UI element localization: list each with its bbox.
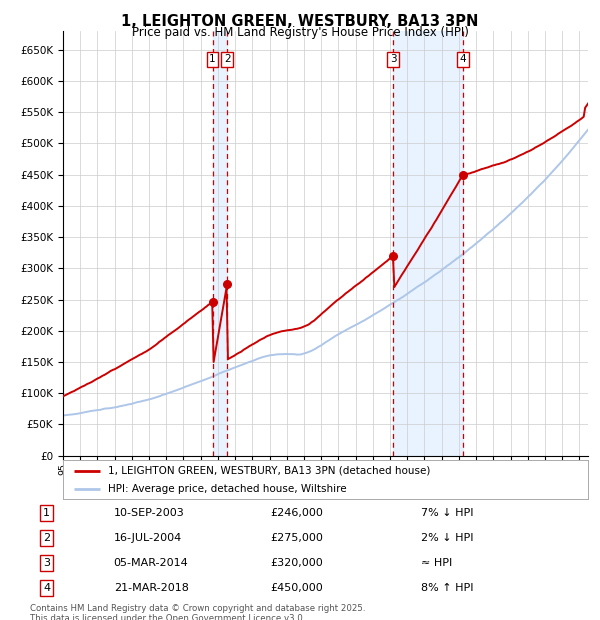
Text: 1: 1 — [43, 508, 50, 518]
Text: 4: 4 — [43, 583, 50, 593]
Text: 2% ↓ HPI: 2% ↓ HPI — [421, 533, 473, 543]
Text: 05-MAR-2014: 05-MAR-2014 — [114, 558, 188, 568]
Text: £450,000: £450,000 — [270, 583, 323, 593]
Text: 10-SEP-2003: 10-SEP-2003 — [114, 508, 184, 518]
Text: £246,000: £246,000 — [270, 508, 323, 518]
Text: 3: 3 — [390, 54, 397, 64]
Text: 1: 1 — [209, 54, 216, 64]
Text: Contains HM Land Registry data © Crown copyright and database right 2025.
This d: Contains HM Land Registry data © Crown c… — [30, 604, 365, 620]
Text: ≈ HPI: ≈ HPI — [421, 558, 452, 568]
Bar — [393, 31, 463, 456]
Text: 8% ↑ HPI: 8% ↑ HPI — [421, 583, 473, 593]
Text: Price paid vs. HM Land Registry's House Price Index (HPI): Price paid vs. HM Land Registry's House … — [131, 26, 469, 39]
Text: 1, LEIGHTON GREEN, WESTBURY, BA13 3PN (detached house): 1, LEIGHTON GREEN, WESTBURY, BA13 3PN (d… — [107, 466, 430, 476]
Text: 4: 4 — [460, 54, 466, 64]
Bar — [212, 31, 227, 456]
Text: 1, LEIGHTON GREEN, WESTBURY, BA13 3PN: 1, LEIGHTON GREEN, WESTBURY, BA13 3PN — [121, 14, 479, 29]
Text: 21-MAR-2018: 21-MAR-2018 — [114, 583, 188, 593]
Text: 3: 3 — [43, 558, 50, 568]
Text: HPI: Average price, detached house, Wiltshire: HPI: Average price, detached house, Wilt… — [107, 484, 346, 494]
Text: 7% ↓ HPI: 7% ↓ HPI — [421, 508, 473, 518]
Text: 16-JUL-2004: 16-JUL-2004 — [114, 533, 182, 543]
Text: £275,000: £275,000 — [270, 533, 323, 543]
Text: £320,000: £320,000 — [270, 558, 323, 568]
Text: 2: 2 — [224, 54, 230, 64]
Text: 2: 2 — [43, 533, 50, 543]
